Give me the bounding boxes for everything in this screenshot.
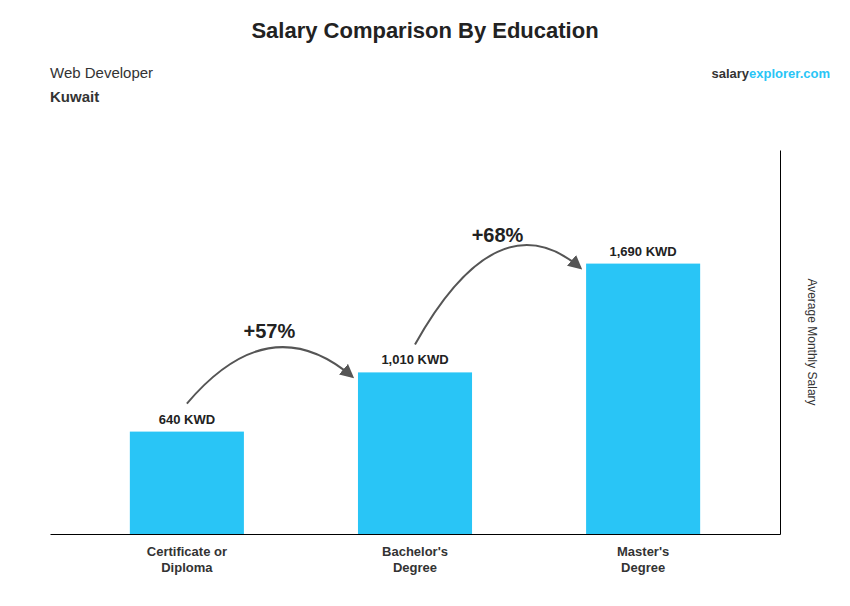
plot: Certificate orDiploma Bachelor'sDegree Mas… <box>51 151 781 575</box>
growth-arrow <box>187 347 352 404</box>
bar <box>130 432 244 534</box>
chart-svg: Salary Comparison By Education Web Develo… <box>0 0 850 606</box>
x-tick-label: Bachelor'sDegree <box>382 544 448 575</box>
country: Kuwait <box>50 88 99 105</box>
data-labels: 640 KWD 1,010 KWD 1,690 KWD <box>159 244 677 427</box>
growth-arrow <box>415 245 580 344</box>
annotations: +57% +68% <box>187 224 580 404</box>
bar <box>586 264 700 534</box>
x-tick: Certificate orDiploma <box>147 544 227 575</box>
x-tick-label: Master'sDegree <box>617 544 669 575</box>
x-tick: Master'sDegree <box>617 544 669 575</box>
bars <box>130 264 700 534</box>
data-label: 1,010 KWD <box>381 352 448 367</box>
annotation: +57% <box>244 320 296 342</box>
subtitle: Web Developer <box>50 64 153 81</box>
x-tick: Bachelor'sDegree <box>382 544 448 575</box>
data-label: 640 KWD <box>159 412 215 427</box>
annotation: +68% <box>472 224 524 246</box>
y-axis-line <box>780 151 781 535</box>
source: salaryexplorer.com <box>711 66 830 81</box>
source-part: salary <box>711 66 749 81</box>
data-label: 1,690 KWD <box>610 244 677 259</box>
title: Salary Comparison By Education <box>251 18 598 43</box>
bar <box>358 372 472 534</box>
x-tick-label: Certificate orDiploma <box>147 544 227 575</box>
x-axis: Certificate orDiploma Bachelor'sDegree Mas… <box>51 535 781 575</box>
chart-container: Salary Comparison By Education Web Develo… <box>0 0 850 606</box>
source-part: explorer.com <box>749 66 830 81</box>
x-axis-line <box>51 534 781 535</box>
y-axis <box>780 151 781 535</box>
y-axis-label: Average Monthly Salary <box>805 278 819 405</box>
